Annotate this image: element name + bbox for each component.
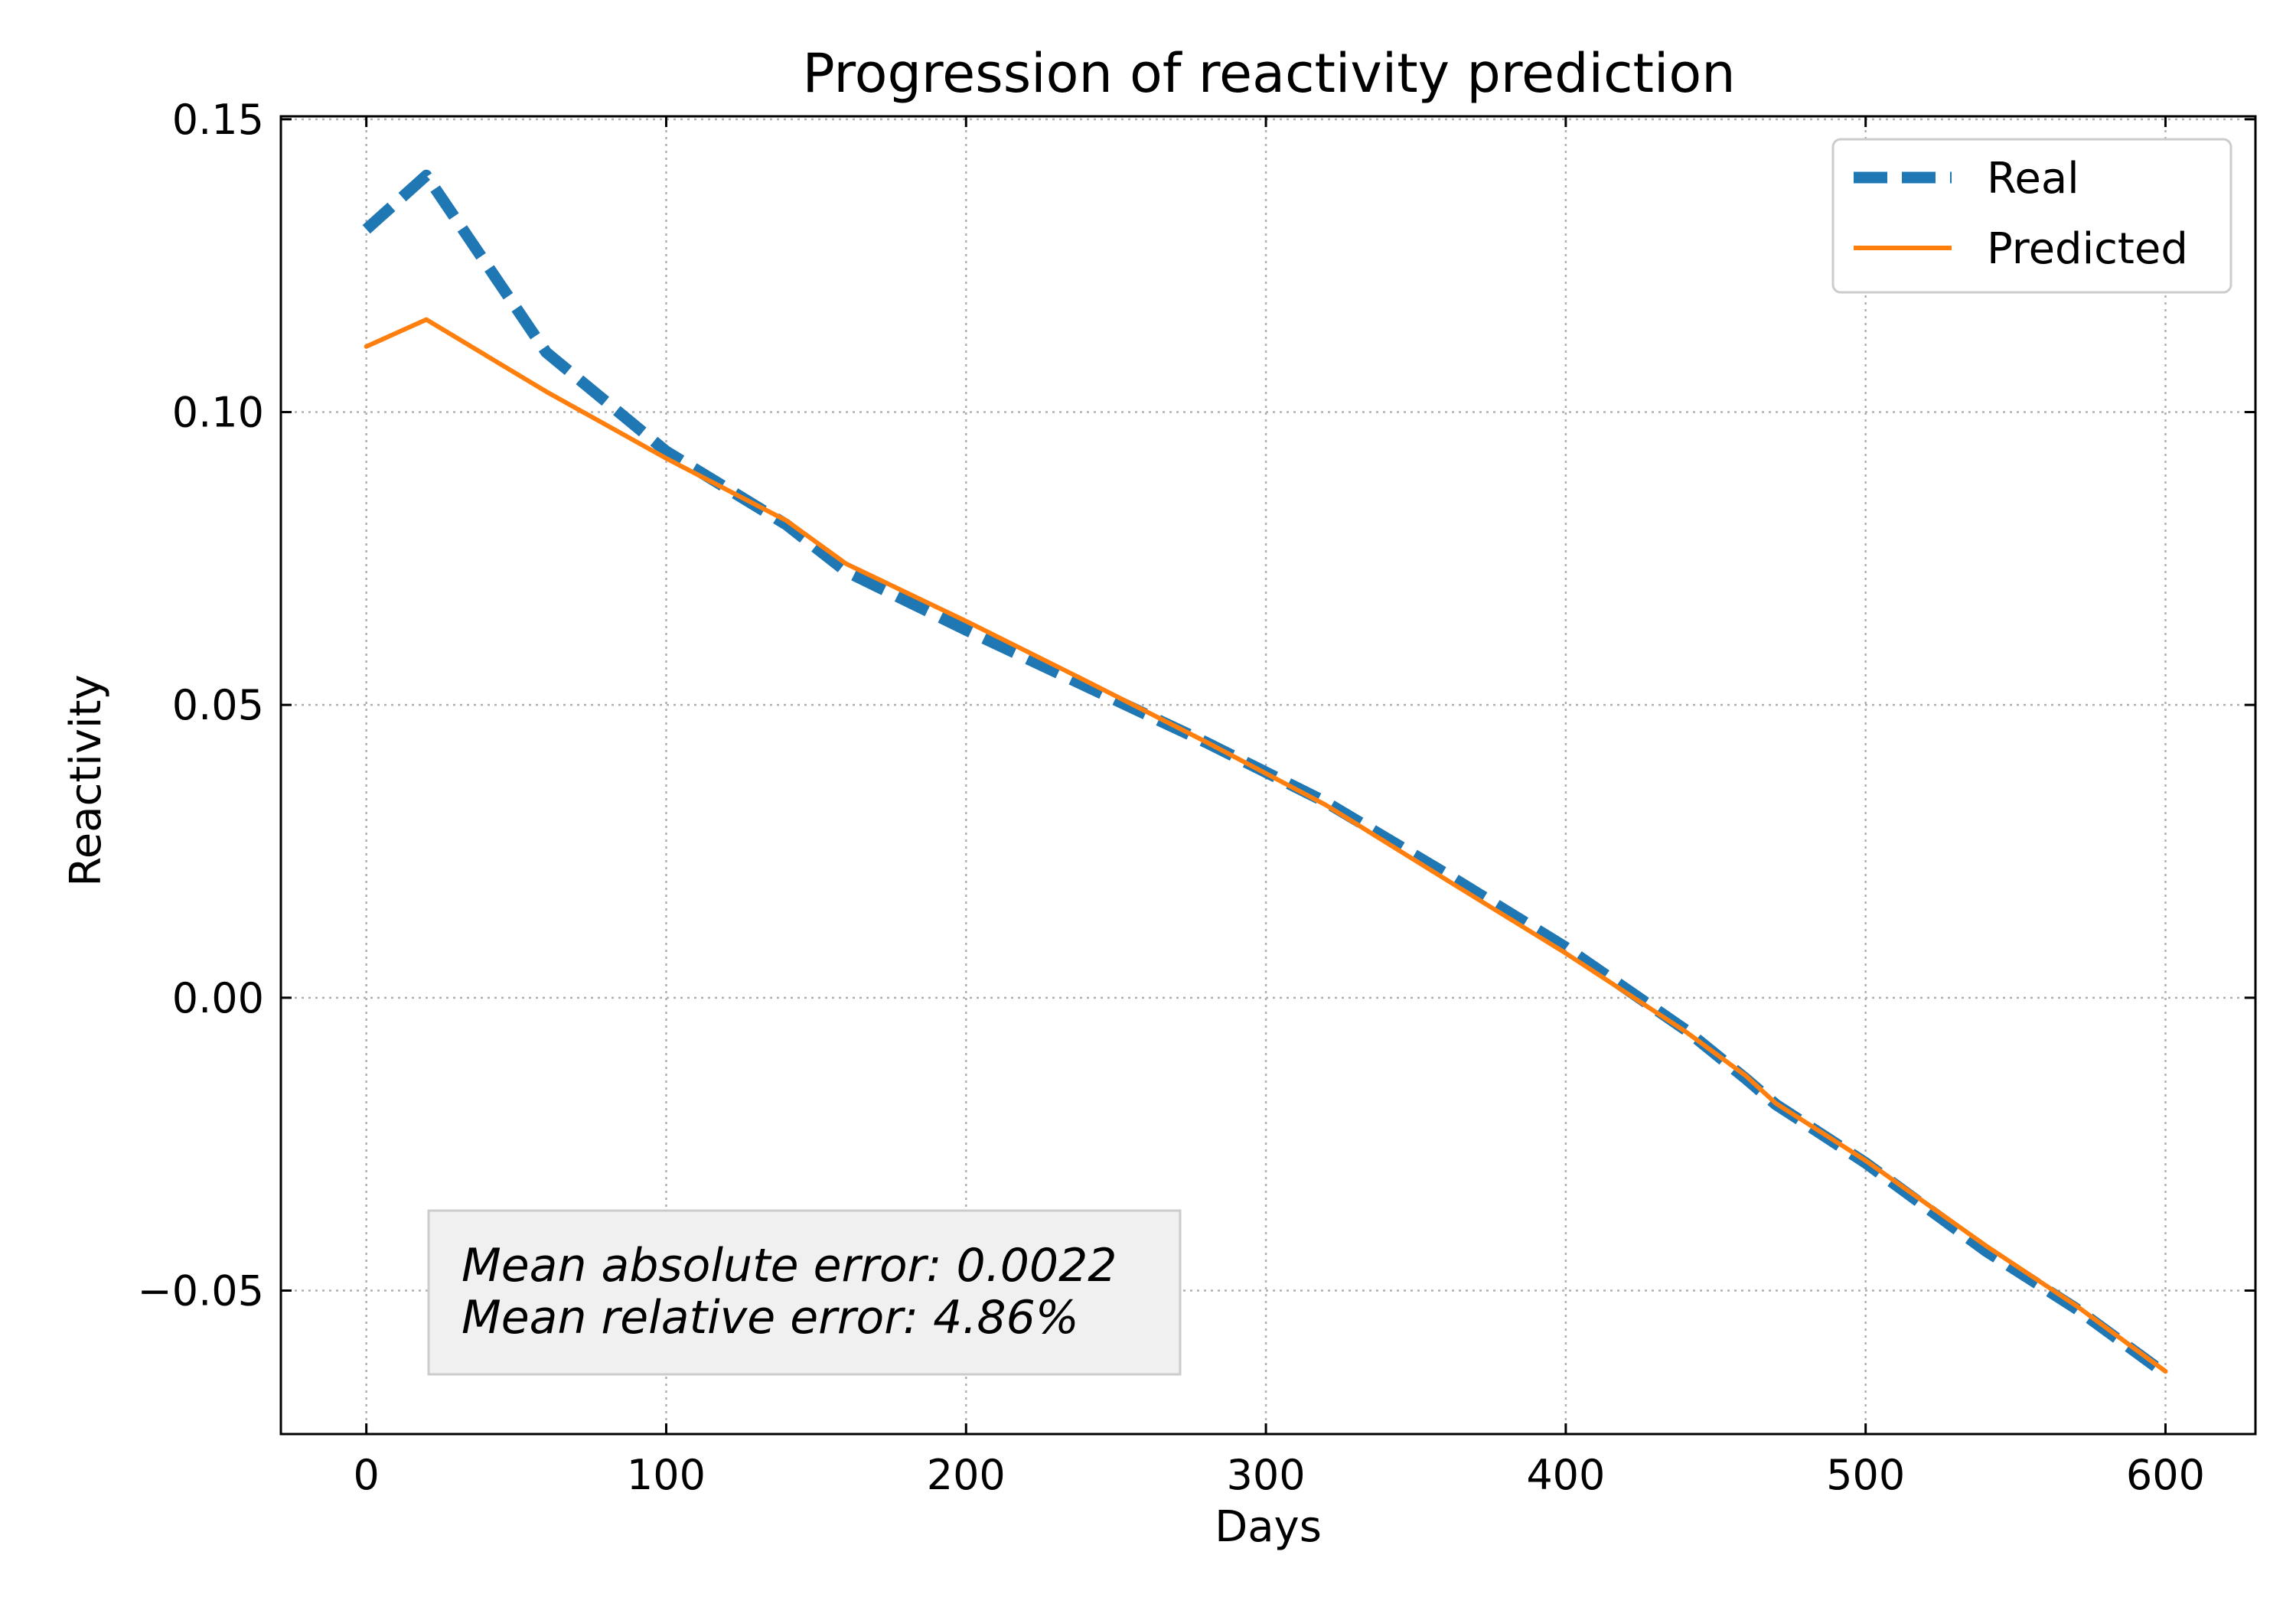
y-tick-label: 0.00	[172, 974, 264, 1022]
error-annotation: Mean absolute error: 0.0022 Mean relativ…	[427, 1209, 1182, 1376]
series-line-predicted	[364, 317, 2168, 1374]
legend-label-predicted: Predicted	[1987, 224, 2188, 274]
x-tick-label: 600	[2126, 1451, 2205, 1499]
annotation-box	[427, 1209, 1182, 1376]
x-tick-label: 300	[1227, 1451, 1306, 1499]
y-tick-label: 0.05	[172, 681, 264, 729]
annotation-mean-relative-error: Mean relative error: 4.86%	[461, 1291, 1079, 1345]
grid	[281, 116, 2255, 1434]
x-tick-label: 400	[1526, 1451, 1605, 1499]
x-tick-label: 100	[627, 1451, 706, 1499]
y-tick-label: −0.05	[138, 1266, 264, 1315]
annotation-mean-absolute-error: Mean absolute error: 0.0022	[461, 1239, 1117, 1292]
y-tick-label: 0.10	[172, 388, 264, 436]
x-tick-label: 0	[353, 1451, 379, 1499]
legend: Real Predicted	[1831, 138, 2232, 294]
plot-frame	[279, 115, 2257, 1436]
legend-label-real: Real	[1987, 154, 2079, 204]
axis-ticks: 0 100 200 300 400 500 600 −0.05 0.00 0.05 0.10 0.15	[138, 96, 2255, 1499]
y-axis-label: Reactivity	[61, 674, 111, 886]
y-tick-label: 0.15	[172, 96, 264, 144]
x-axis-label: Days	[1215, 1502, 1322, 1552]
x-tick-label: 500	[1826, 1451, 1905, 1499]
series-layer	[362, 169, 2169, 1379]
x-tick-label: 200	[927, 1451, 1006, 1499]
chart-title: Progression of reactivity prediction	[802, 42, 1735, 105]
